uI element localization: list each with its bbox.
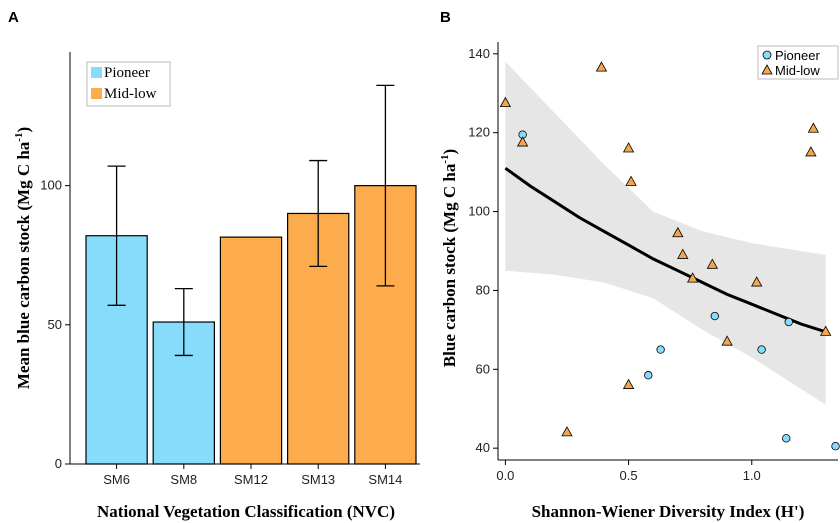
panel-a-x-tick-label-sm14: SM14 [368, 472, 402, 487]
panel-b-y-axis-title-close: ) [440, 149, 459, 155]
point-midlow-1 [516, 136, 529, 147]
point-midlow-2 [561, 426, 573, 437]
panel-a-y-tick-label-2: 100 [40, 178, 62, 193]
panel-a-x-axis-title: National Vegetation Classification (NVC) [97, 502, 395, 521]
panel-a-y-axis-title-main: Mean blue carbon stock (Mg C ha [14, 141, 33, 389]
panel-a-y-axis-title: Mean blue carbon stock (Mg C ha-1) [13, 127, 33, 389]
panel-b-x-axis-title: Shannon-Wiener Diversity Index (H') [532, 502, 805, 521]
panel-b-y-axis-title-main: Blue carbon stock (Mg C ha [440, 163, 459, 367]
panel-b-y-tick-label-2: 80 [476, 282, 490, 297]
panel-a-legend: Pioneer Mid-low [86, 61, 171, 107]
point-midlow-10 [706, 258, 719, 269]
panel-a-y-tick-label-0: 0 [55, 456, 62, 471]
panel-b-y-tick-label-1: 60 [476, 361, 490, 376]
point-pioneer-2 [656, 345, 665, 354]
panel-b-legend: Pioneer Mid-low [757, 45, 839, 80]
panel-a-y-ticks: 0 50 100 [40, 178, 70, 471]
point-midlow-5 [622, 142, 635, 153]
point-midlow-4 [622, 378, 635, 389]
point-midlow-11 [721, 335, 733, 346]
point-midlow-12 [751, 276, 763, 287]
panel-b-points [499, 61, 840, 451]
panel-a-error-bars [107, 84, 395, 357]
panel-b-y-tick-label-3: 100 [468, 204, 490, 219]
panel-b-x-tick-label-1: 0.5 [620, 468, 638, 483]
point-pioneer-6 [784, 317, 793, 327]
panel-b-y-tick-label-5: 140 [468, 46, 490, 61]
point-pioneer-4 [757, 345, 766, 354]
panel-b-confidence-band [505, 61, 826, 405]
point-midlow-14 [807, 122, 820, 133]
point-midlow-7 [672, 226, 684, 238]
panel-b-y-tick-label-4: 120 [468, 125, 490, 140]
panel-a-x-tick-label-sm6: SM6 [103, 472, 130, 487]
point-pioneer-1 [644, 371, 653, 380]
panel-b-y-axis-title-sup: -1 [439, 154, 451, 163]
panel-a-y-tick-label-1: 50 [48, 317, 62, 332]
point-midlow-9 [686, 272, 699, 283]
panel-a-bars [85, 185, 417, 465]
legend-a-swatch-pioneer [91, 67, 102, 78]
panel-a-label: A [8, 9, 19, 26]
panel-a-x-ticks: SM6 SM8 SM12 SM13 SM14 [103, 464, 402, 487]
panel-b-y-tick-label-0: 40 [476, 440, 490, 455]
panel-a-x-tick-label-sm13: SM13 [301, 472, 335, 487]
panel-a-x-tick-label-sm12: SM12 [234, 472, 268, 487]
point-midlow-0 [499, 96, 512, 108]
legend-b-marker-midlow [761, 64, 773, 75]
panel-b-y-axis-title: Blue carbon stock (Mg C ha-1) [439, 149, 459, 367]
legend-a-label-pioneer: Pioneer [104, 65, 150, 81]
legend-a-swatch-midlow [91, 88, 102, 99]
legend-b-label-midlow: Mid-low [775, 63, 820, 78]
panel-a-y-axis-title-close: ) [14, 127, 33, 133]
point-pioneer-5 [782, 434, 791, 443]
bar-sm12 [219, 236, 283, 465]
point-midlow-8 [677, 248, 689, 259]
panel-b-x-ticks: 0.0 0.5 1.0 [496, 460, 761, 483]
point-pioneer-7 [831, 441, 840, 451]
point-midlow-13 [805, 146, 817, 157]
panel-a-y-axis-title-sup: -1 [13, 133, 25, 142]
panel-b-x-tick-label-2: 1.0 [743, 468, 761, 483]
point-midlow-6 [625, 175, 637, 186]
legend-b-marker-pioneer [762, 50, 772, 60]
point-midlow-3 [595, 61, 608, 72]
confidence-band [505, 61, 826, 405]
point-midlow-15 [820, 325, 832, 336]
legend-b-label-pioneer: Pioneer [775, 48, 820, 63]
panel-b-y-ticks: 40 60 80 100 120 140 [468, 46, 498, 455]
panel-b-x-tick-label-0: 0.0 [496, 468, 514, 483]
point-pioneer-3 [710, 311, 720, 321]
regression-line [504, 166, 827, 334]
panel-b-label: B [440, 9, 451, 26]
panel-a-x-tick-label-sm8: SM8 [170, 472, 197, 487]
panel-b-fit-line [504, 166, 827, 334]
legend-a-label-midlow: Mid-low [104, 86, 157, 102]
